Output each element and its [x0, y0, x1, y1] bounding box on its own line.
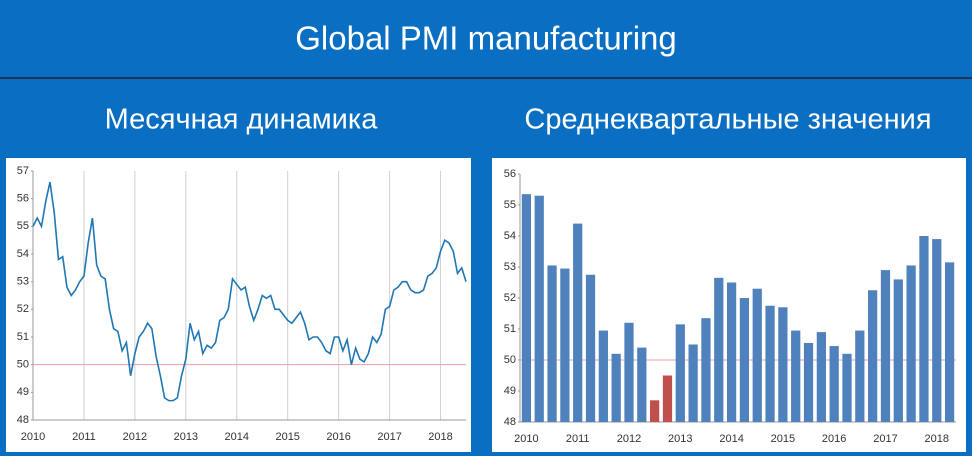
- chart-panel: [6, 158, 471, 452]
- x-tick-label: 2018: [428, 431, 452, 443]
- x-tick-label: 2010: [514, 433, 538, 445]
- x-tick-label: 2017: [873, 433, 897, 445]
- x-tick-label: 2016: [326, 431, 350, 443]
- bar: [880, 270, 891, 422]
- y-tick-label: 52: [17, 303, 29, 315]
- bar: [662, 375, 673, 422]
- data-line: [32, 181, 467, 402]
- y-tick-label: 49: [504, 385, 516, 397]
- y-tick-label: 54: [17, 248, 29, 260]
- y-tick-label: 53: [504, 261, 516, 273]
- y-tick-label: 48: [17, 414, 29, 426]
- bar: [547, 265, 557, 422]
- bar: [598, 330, 608, 422]
- bar: [521, 194, 532, 422]
- y-tick-label: 53: [17, 276, 29, 288]
- x-tick-label: 2015: [771, 433, 795, 445]
- chart-title: Среднеквартальные значения: [524, 104, 931, 136]
- bar: [842, 353, 852, 422]
- bar: [739, 298, 750, 422]
- y-tick-label: 55: [17, 220, 29, 232]
- x-tick-label: 2012: [617, 433, 641, 445]
- bar: [650, 400, 660, 422]
- bar: [791, 330, 801, 422]
- bar: [701, 318, 711, 422]
- bar: [919, 236, 929, 422]
- bar: [573, 223, 583, 422]
- y-tick-label: 50: [504, 354, 516, 366]
- bar: [585, 274, 596, 422]
- y-tick-label: 51: [17, 331, 29, 343]
- bar: [765, 305, 775, 422]
- y-tick-label: 56: [504, 168, 516, 180]
- y-tick-label: 55: [504, 199, 516, 211]
- x-tick-label: 2014: [719, 433, 743, 445]
- x-tick-label: 2012: [123, 431, 147, 443]
- y-tick-label: 51: [504, 323, 516, 335]
- x-tick-label: 2014: [225, 431, 249, 443]
- bar: [726, 282, 737, 422]
- bar: [906, 265, 916, 422]
- bar: [624, 322, 634, 422]
- bar: [816, 332, 826, 422]
- bar: [560, 268, 570, 422]
- x-tick-label: 2017: [377, 431, 401, 443]
- y-tick-label: 56: [17, 193, 29, 205]
- x-tick-label: 2013: [668, 433, 692, 445]
- bar: [778, 307, 788, 422]
- bar: [611, 353, 621, 422]
- y-tick-label: 52: [504, 292, 516, 304]
- bar: [868, 290, 878, 422]
- bar: [944, 262, 955, 422]
- bar: [932, 239, 942, 422]
- bar: [893, 279, 903, 422]
- y-tick-label: 48: [504, 416, 516, 428]
- y-tick-label: 57: [17, 165, 29, 177]
- y-tick-label: 54: [504, 230, 516, 242]
- bar: [829, 346, 839, 422]
- x-tick-label: 2016: [822, 433, 846, 445]
- bar: [752, 288, 762, 422]
- chart-title: Месячная динамика: [105, 104, 379, 136]
- bar: [714, 277, 724, 422]
- slide-title: Global PMI manufacturing: [295, 20, 677, 57]
- bar: [803, 342, 814, 422]
- x-tick-label: 2015: [275, 431, 299, 443]
- x-tick-label: 2010: [21, 431, 45, 443]
- bar: [855, 330, 865, 422]
- x-tick-label: 2018: [925, 433, 949, 445]
- y-tick-label: 50: [17, 359, 29, 371]
- x-tick-label: 2011: [72, 431, 96, 443]
- bar: [534, 195, 544, 422]
- x-tick-label: 2013: [174, 431, 198, 443]
- bar: [637, 347, 647, 422]
- bar: [688, 344, 698, 422]
- bar: [675, 324, 685, 422]
- y-tick-label: 49: [17, 386, 29, 398]
- x-tick-label: 2011: [566, 433, 590, 445]
